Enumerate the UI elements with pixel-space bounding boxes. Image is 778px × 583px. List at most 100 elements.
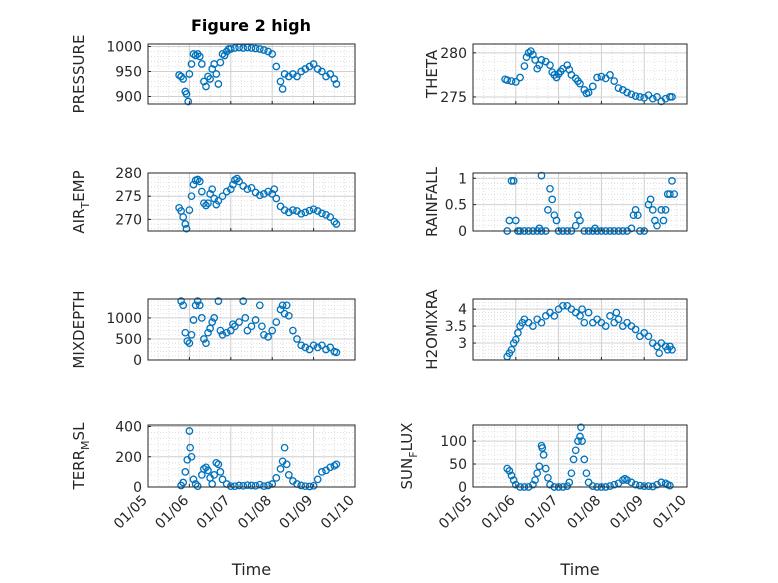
data-point xyxy=(301,482,310,491)
data-point xyxy=(247,183,256,192)
x-axis-label: Time xyxy=(231,560,271,579)
data-point xyxy=(522,53,531,62)
data-point xyxy=(179,75,188,83)
data-point xyxy=(318,209,326,218)
data-point xyxy=(200,465,208,473)
data-point xyxy=(648,94,657,103)
data-point xyxy=(614,84,623,92)
data-point xyxy=(218,192,227,201)
data-point xyxy=(305,206,314,215)
data-point xyxy=(204,466,212,475)
data-point xyxy=(177,297,185,305)
data-point xyxy=(507,471,516,480)
data-point xyxy=(243,481,252,490)
data-point xyxy=(179,301,188,310)
data-point xyxy=(576,432,584,441)
x-tick-label: 01/07 xyxy=(522,493,562,533)
axes-box xyxy=(147,298,356,361)
data-point xyxy=(226,185,235,194)
data-point xyxy=(216,58,225,67)
data-point xyxy=(578,437,586,445)
data-point xyxy=(606,482,614,490)
data-point xyxy=(318,468,326,476)
data-point xyxy=(272,318,281,326)
data-point xyxy=(210,471,219,479)
data-point xyxy=(666,481,674,490)
data-point xyxy=(584,308,593,317)
data-point xyxy=(567,469,576,478)
data-point xyxy=(293,335,301,343)
data-point xyxy=(184,97,193,106)
y-tick-label: 1 xyxy=(458,171,467,187)
data-point xyxy=(326,213,335,221)
data-point xyxy=(226,45,235,53)
data-point xyxy=(212,200,221,209)
data-point xyxy=(191,301,200,310)
y-axis-label: MIXDEPTH xyxy=(70,290,88,368)
data-point xyxy=(633,211,642,220)
data-point xyxy=(179,213,188,221)
data-point xyxy=(226,482,235,491)
data-point xyxy=(546,480,554,489)
data-point xyxy=(326,343,335,352)
data-point xyxy=(222,328,231,337)
data-point xyxy=(653,93,661,101)
y-tick-label: 3 xyxy=(458,336,467,352)
data-point xyxy=(636,481,644,490)
data-point xyxy=(537,171,546,180)
y-tick-label: 0 xyxy=(458,480,467,496)
data-point xyxy=(235,481,243,490)
data-point xyxy=(578,305,586,314)
data-point xyxy=(193,482,202,491)
data-point xyxy=(220,51,229,60)
data-point xyxy=(183,337,192,345)
data-point xyxy=(668,345,676,354)
data-point xyxy=(241,314,250,322)
data-point xyxy=(272,194,281,203)
data-point xyxy=(182,90,191,98)
data-point xyxy=(569,455,578,464)
axes-box xyxy=(472,424,688,488)
data-point xyxy=(644,332,653,341)
data-point xyxy=(636,93,644,101)
data-point xyxy=(563,61,572,70)
data-point xyxy=(282,460,291,469)
data-point xyxy=(627,224,636,233)
data-point xyxy=(511,480,520,489)
data-point xyxy=(197,314,206,322)
data-point xyxy=(284,471,293,479)
subplot-7: 0 200 400 TERRMSL 01/05 01/06 01/07 01/08 01/09 0… xyxy=(70,420,358,579)
data-point xyxy=(239,481,248,490)
data-point xyxy=(514,329,522,337)
data-point xyxy=(222,187,231,196)
data-point xyxy=(318,67,326,76)
data-point xyxy=(280,309,289,318)
data-point xyxy=(546,61,554,70)
data-point xyxy=(197,187,206,196)
data-point xyxy=(548,195,557,204)
y-tick-label: 1000 xyxy=(106,40,142,56)
subplot-1: 900 950 1000 PRESSURE xyxy=(70,35,356,113)
data-point xyxy=(301,343,310,352)
data-point xyxy=(653,221,661,230)
y-axis-label: H2OMIXRA xyxy=(423,289,441,370)
data-point xyxy=(280,443,289,452)
data-point xyxy=(535,462,544,471)
data-point xyxy=(247,481,256,490)
data-point xyxy=(218,475,227,484)
data-point xyxy=(239,297,248,305)
x-tick-label: 01/08 xyxy=(564,493,604,533)
data-point xyxy=(631,92,640,100)
data-point xyxy=(571,221,580,230)
data-point xyxy=(247,44,256,52)
data-point xyxy=(538,444,547,452)
data-point xyxy=(193,297,202,305)
figure-title: Figure 2 high xyxy=(191,16,311,35)
subplot-8: 0 50 100 SUNFLUX 01/05 01/06 01/07 01/08 01/09 01… xyxy=(398,423,690,579)
data-point xyxy=(200,335,208,343)
y-tick-label: 0.5 xyxy=(445,198,467,214)
axes-box xyxy=(472,43,688,105)
data-point xyxy=(544,473,552,482)
data-point xyxy=(189,180,198,189)
